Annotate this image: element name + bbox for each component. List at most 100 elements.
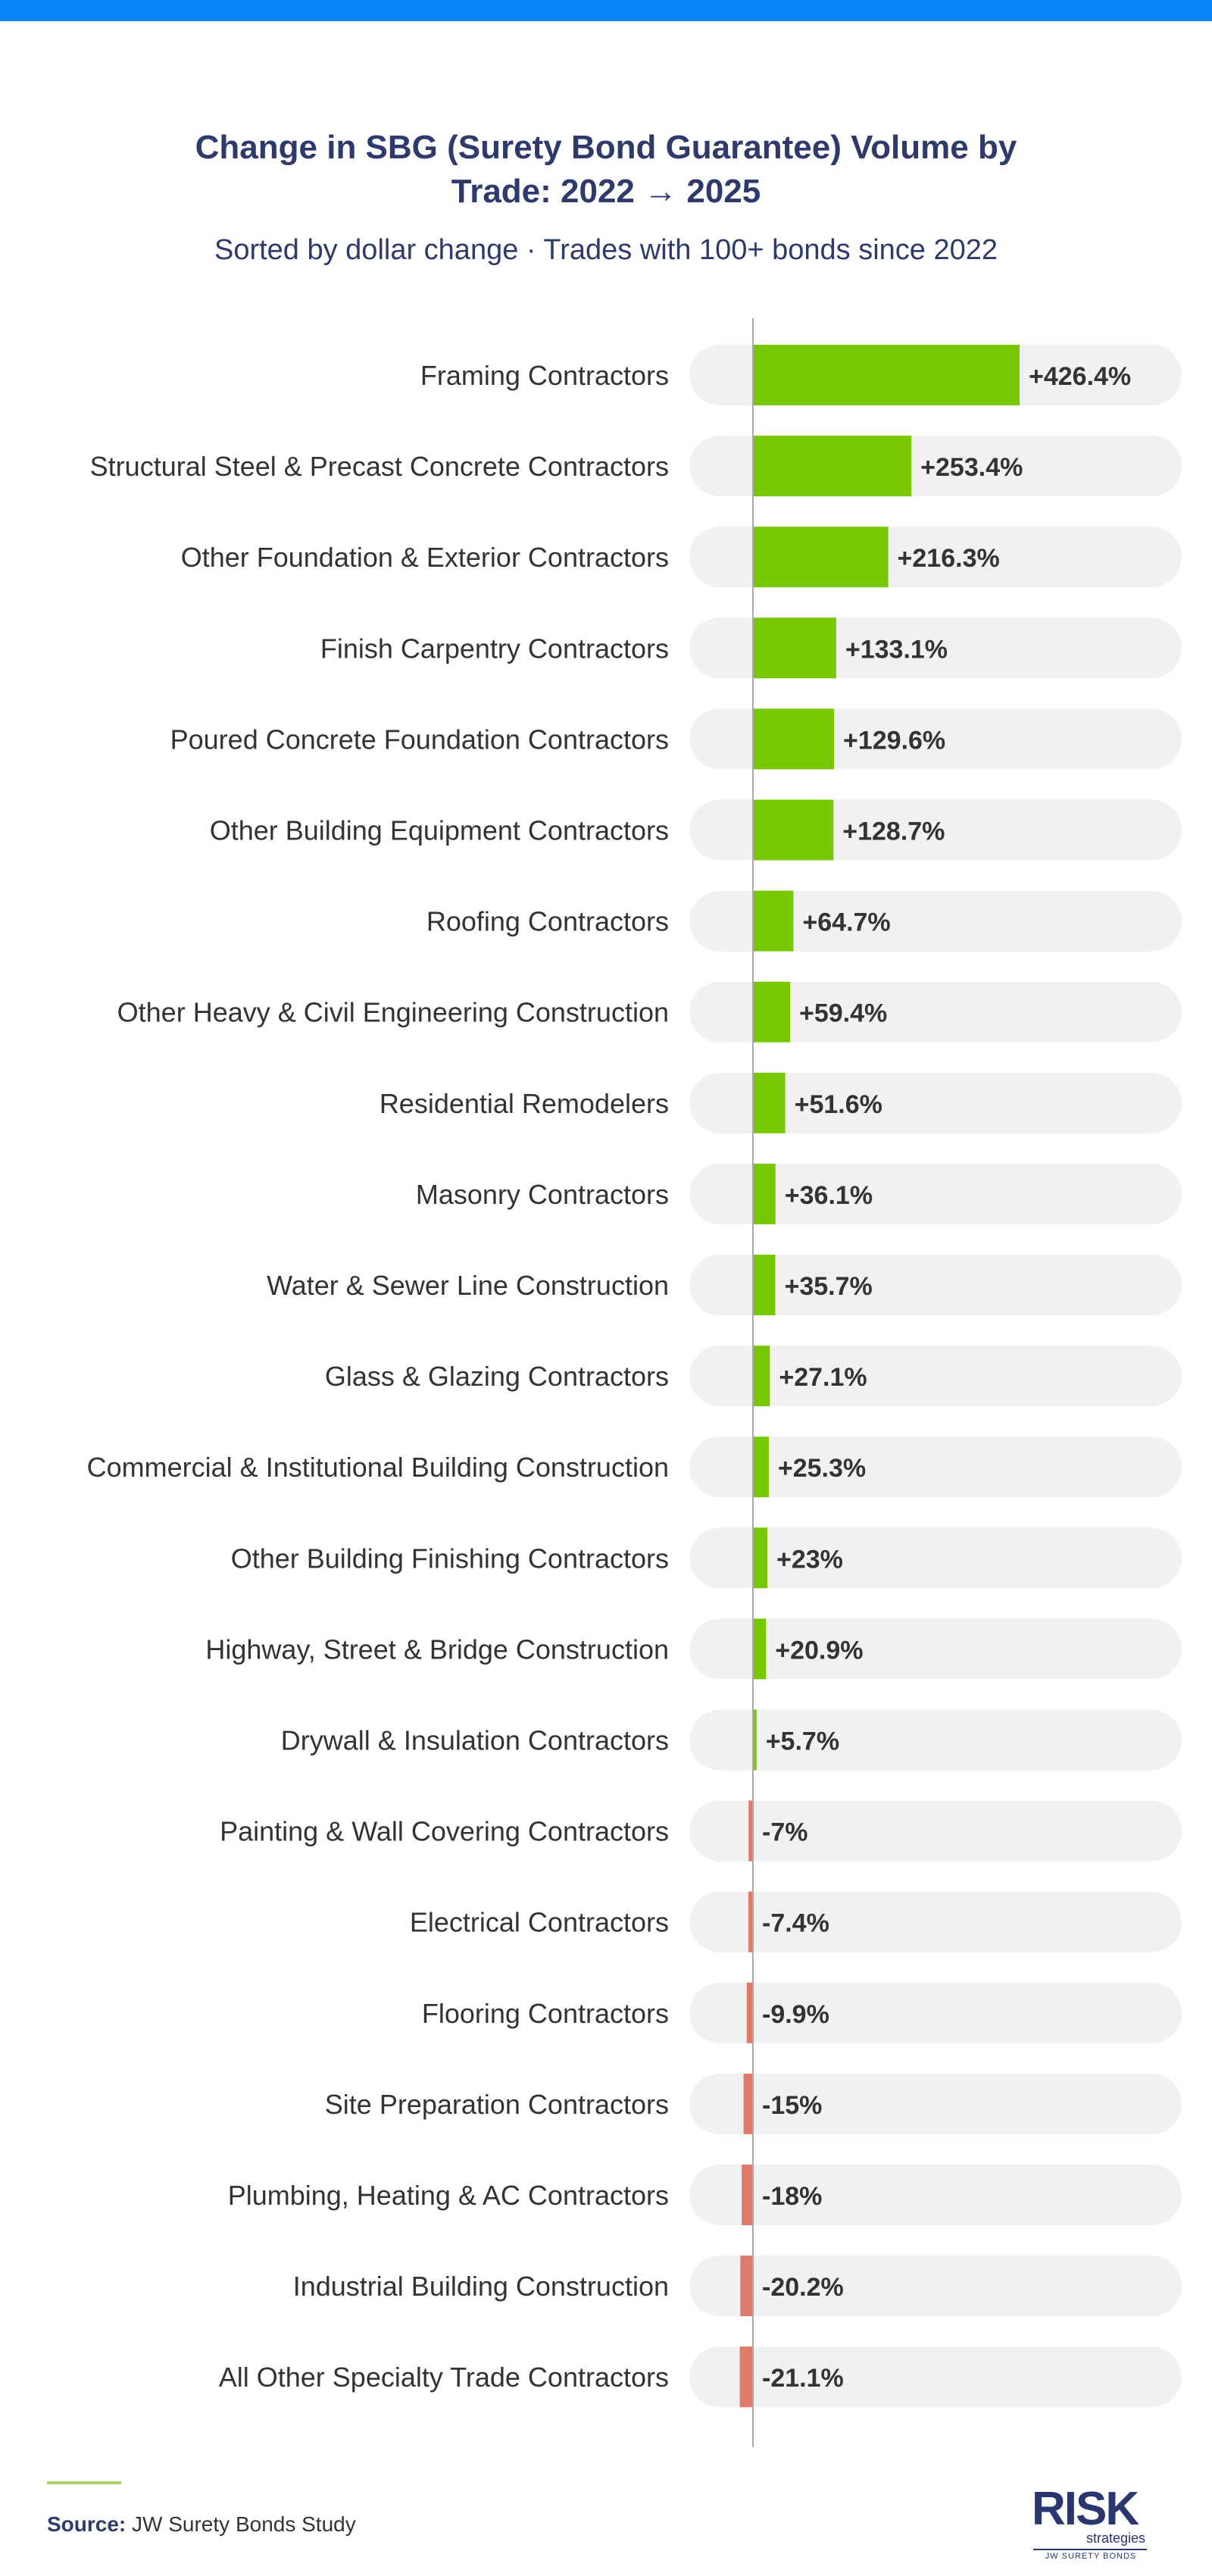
data-label: +36.1% xyxy=(785,1181,873,1210)
bar xyxy=(753,708,834,770)
bar xyxy=(753,1346,770,1407)
data-label: +133.1% xyxy=(845,635,948,664)
bar-track xyxy=(689,1346,1182,1407)
chart-title-line-1: Change in SBG (Surety Bond Guarantee) Vo… xyxy=(195,129,1017,166)
category-label: Other Building Finishing Contractors xyxy=(231,1543,669,1574)
data-label: +20.9% xyxy=(775,1636,863,1665)
category-label: Highway, Street & Bridge Construction xyxy=(205,1633,669,1665)
bar xyxy=(753,527,889,588)
source-label: Source: xyxy=(47,2512,127,2536)
data-label: +216.3% xyxy=(898,544,1000,573)
data-label: +128.7% xyxy=(842,818,945,846)
data-label: +129.6% xyxy=(843,726,945,755)
category-label: All Other Specialty Trade Contractors xyxy=(219,2362,669,2393)
data-label: -18% xyxy=(762,2182,822,2211)
logo-wordmark: RISK xyxy=(1032,2483,1139,2535)
category-label: Flooring Contractors xyxy=(422,1998,669,2029)
risk-strategies-logo: RISK strategies JW SURETY BONDS xyxy=(1032,2485,1153,2561)
bar xyxy=(753,981,791,1043)
bar-chart: Framing Contractors +426.4% Structural Ste… xyxy=(87,318,1182,2447)
category-label: Framing Contractors xyxy=(420,360,669,391)
bar xyxy=(753,345,1020,405)
bar-track xyxy=(689,981,1182,1043)
category-label: Poured Concrete Foundation Contractors xyxy=(170,724,669,755)
category-label: Plumbing, Heating & AC Contractors xyxy=(228,2180,669,2211)
category-label: Glass & Glazing Contractors xyxy=(325,1361,669,1392)
bar-track xyxy=(689,1891,1182,1952)
data-label: +25.3% xyxy=(778,1454,866,1483)
category-label: Structural Steel & Precast Concrete Cont… xyxy=(90,451,669,482)
data-label: -20.2% xyxy=(762,2273,844,2302)
bar xyxy=(753,1709,757,1771)
bar xyxy=(753,1618,767,1680)
bar-track xyxy=(689,890,1182,952)
data-label: +59.4% xyxy=(799,999,887,1028)
category-label: Other Heavy & Civil Engineering Construc… xyxy=(117,997,669,1028)
bar-track xyxy=(689,2346,1182,2408)
bar-track xyxy=(689,1800,1182,1862)
bar xyxy=(753,436,912,497)
category-label: Site Preparation Contractors xyxy=(325,2089,669,2120)
source-divider xyxy=(47,2481,121,2484)
chart-subtitle: Sorted by dollar change · Trades with 10… xyxy=(214,234,998,266)
bar xyxy=(748,1800,753,1862)
category-label: Water & Sewer Line Construction xyxy=(267,1270,669,1301)
bar-track xyxy=(689,2256,1182,2317)
data-label: -7.4% xyxy=(762,1909,829,1938)
bar-track xyxy=(689,1618,1182,1680)
bar-track xyxy=(689,2165,1182,2225)
data-label: -21.1% xyxy=(762,2364,844,2393)
logo-subtext: strategies xyxy=(1085,2531,1145,2546)
logo-divider xyxy=(1033,2549,1147,2550)
bar xyxy=(753,799,834,861)
category-label: Roofing Contractors xyxy=(426,906,669,937)
data-label: +23% xyxy=(776,1545,843,1574)
data-label: +35.7% xyxy=(784,1272,872,1301)
category-label: Other Foundation & Exterior Contractors xyxy=(181,542,669,573)
bar xyxy=(748,1891,753,1952)
bar-track xyxy=(689,1255,1182,1315)
data-label: +64.7% xyxy=(802,908,890,937)
category-label: Finish Carpentry Contractors xyxy=(320,633,669,664)
data-label: -9.9% xyxy=(762,2000,829,2029)
bar xyxy=(739,2346,753,2408)
bar-track xyxy=(689,1527,1182,1589)
category-label: Masonry Contractors xyxy=(416,1179,669,1210)
source-note: Source: JW Surety Bonds Study xyxy=(47,2512,356,2537)
category-label: Drywall & Insulation Contractors xyxy=(281,1725,669,1756)
logo-tagline: JW SURETY BONDS xyxy=(1045,2552,1137,2561)
bar-track xyxy=(689,1163,1182,1224)
data-label: +27.1% xyxy=(779,1363,867,1392)
bar xyxy=(746,1982,753,2043)
top-accent-bar xyxy=(0,0,1212,21)
bar xyxy=(753,1255,776,1315)
bar xyxy=(753,617,836,679)
data-label: -15% xyxy=(762,2091,822,2120)
bar xyxy=(743,2073,753,2134)
bar xyxy=(753,890,794,952)
category-label: Painting & Wall Covering Contractors xyxy=(220,1816,669,1847)
bar-track xyxy=(689,1982,1182,2043)
bar xyxy=(740,2256,753,2317)
category-label: Commercial & Institutional Building Cons… xyxy=(87,1452,669,1483)
data-label: -7% xyxy=(762,1818,807,1847)
bar-track xyxy=(689,1436,1182,1498)
category-label: Electrical Contractors xyxy=(410,1907,669,1938)
data-label: +253.4% xyxy=(920,453,1023,482)
data-label: +426.4% xyxy=(1029,362,1131,391)
source-text: JW Surety Bonds Study xyxy=(132,2512,356,2536)
category-label: Residential Remodelers xyxy=(380,1088,669,1119)
chart-title-line-2: Trade: 2022 → 2025 xyxy=(451,173,761,210)
data-label: +51.6% xyxy=(795,1090,882,1119)
bar xyxy=(753,1163,776,1224)
bar xyxy=(753,1436,769,1498)
bar-track xyxy=(689,2073,1182,2134)
bar-track xyxy=(689,1072,1182,1133)
bar xyxy=(753,1527,767,1589)
chart-title: Change in SBG (Surety Bond Guarantee) Vo… xyxy=(114,126,1098,214)
bar-track xyxy=(689,1709,1182,1771)
data-label: +5.7% xyxy=(766,1727,839,1756)
bar xyxy=(753,1072,786,1133)
category-label: Other Building Equipment Contractors xyxy=(210,815,669,846)
category-label: Industrial Building Construction xyxy=(293,2271,669,2302)
